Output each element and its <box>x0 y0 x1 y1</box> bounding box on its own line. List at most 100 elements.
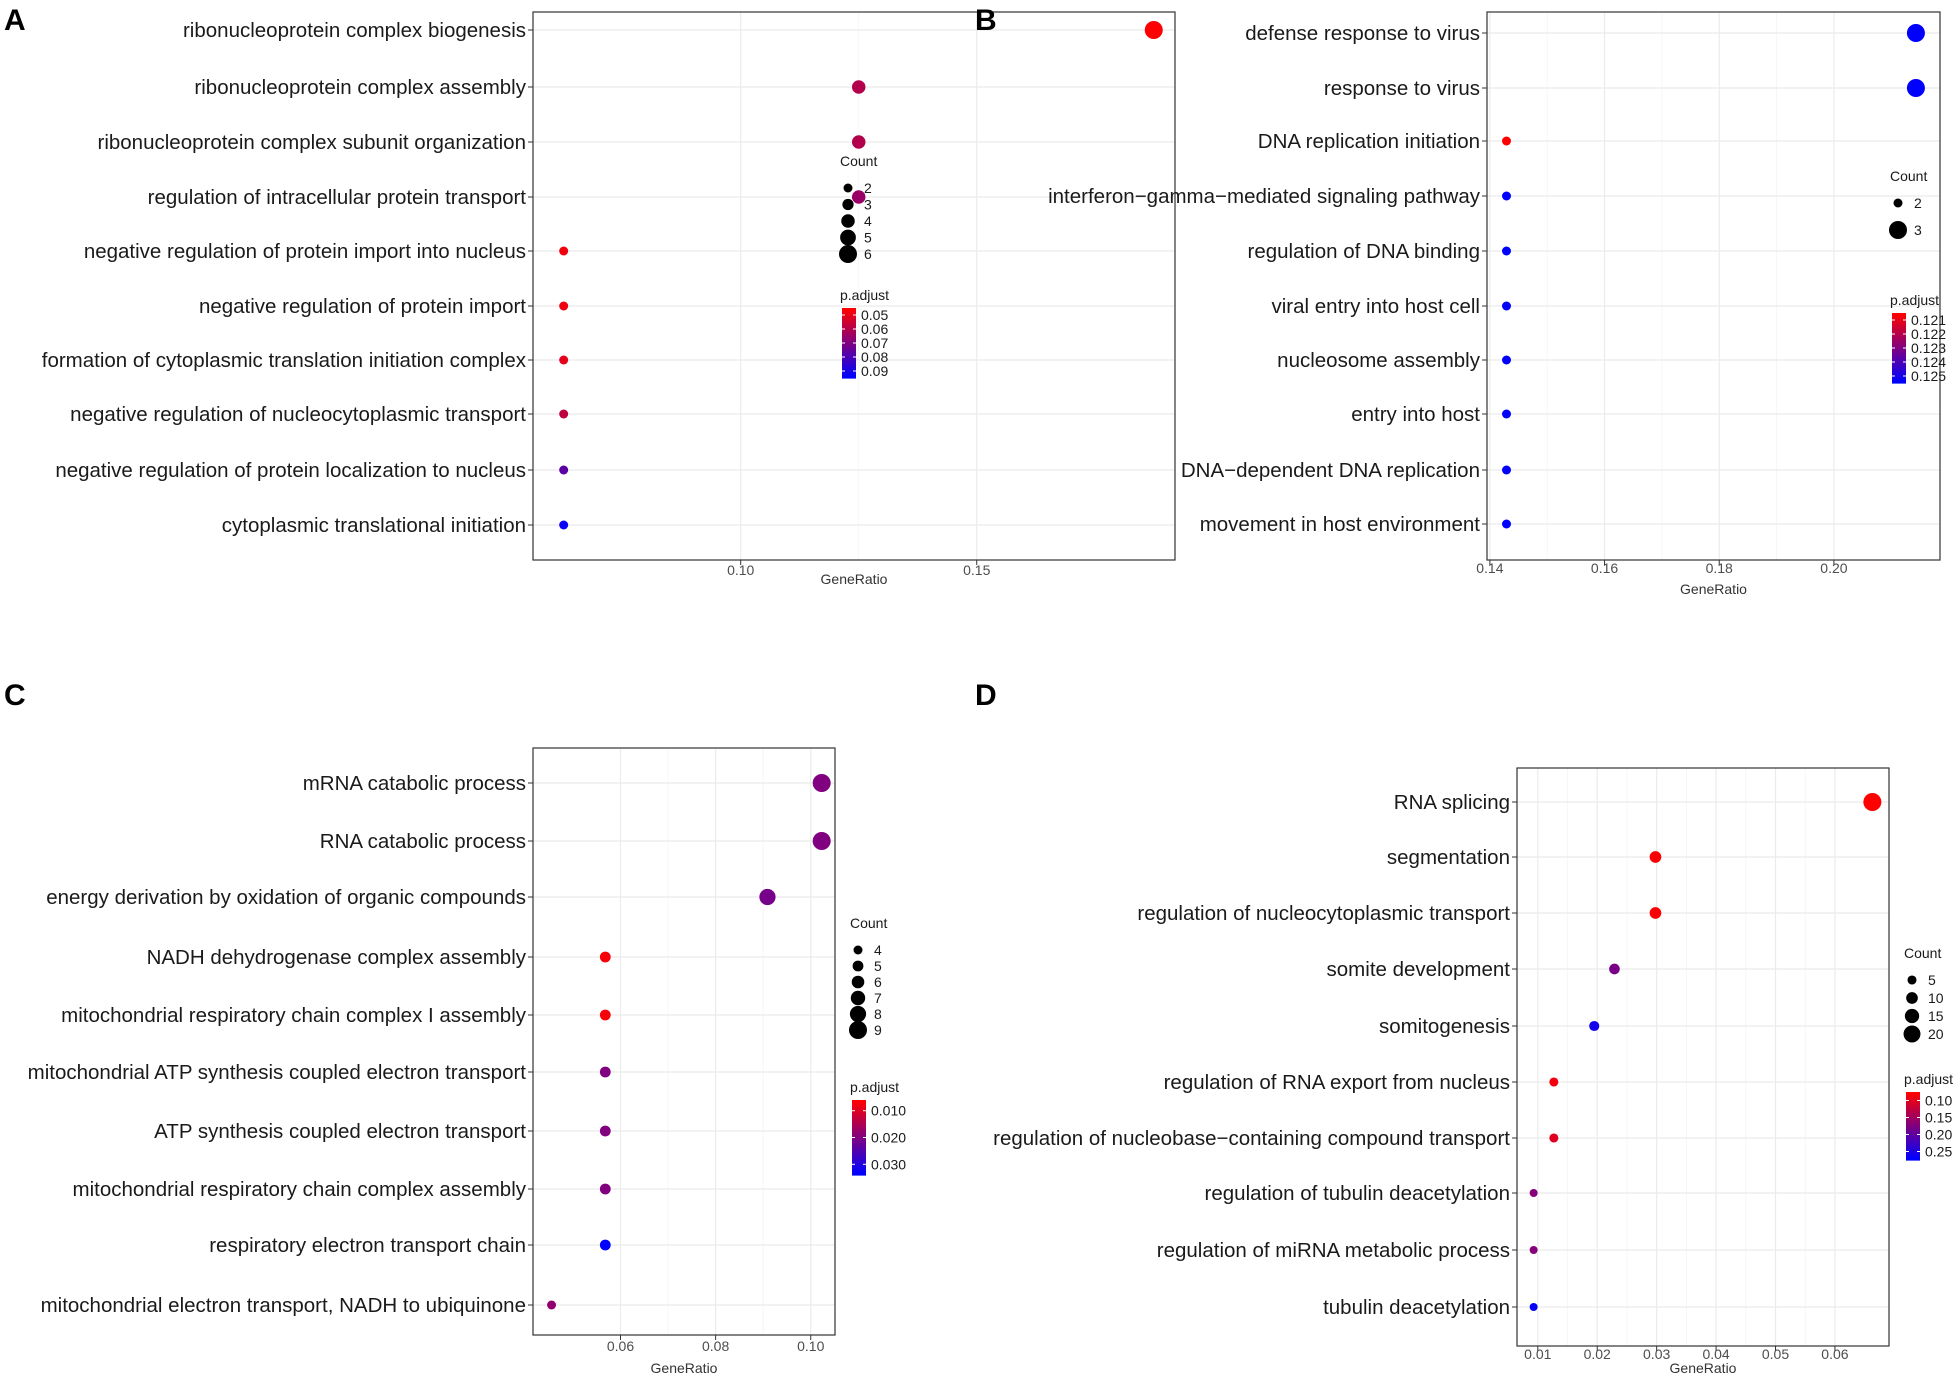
size-legend-label: 10 <box>1928 990 1944 1006</box>
data-point <box>1529 1246 1538 1254</box>
data-point <box>559 246 569 256</box>
panel-letter: B <box>975 4 997 37</box>
color-legend-band <box>852 1127 866 1131</box>
color-legend-band <box>842 317 856 321</box>
color-legend-band <box>1892 313 1906 316</box>
color-legend-band <box>852 1137 866 1141</box>
color-legend-band <box>1906 1112 1920 1116</box>
color-legend-band <box>852 1145 866 1149</box>
color-legend-band <box>1892 359 1906 363</box>
color-legend-band <box>852 1135 866 1139</box>
color-legend-label: 0.15 <box>1925 1110 1952 1126</box>
color-legend-band <box>852 1120 866 1124</box>
term-label: formation of cytoplasmic translation ini… <box>42 349 527 372</box>
size-legend-label: 15 <box>1928 1008 1944 1024</box>
size-legend-title: Count <box>1890 168 1927 184</box>
color-legend-band <box>852 1147 866 1151</box>
color-legend-band <box>1906 1153 1920 1157</box>
color-legend-label: 0.124 <box>1911 354 1946 370</box>
term-label: NADH dehydrogenase complex assembly <box>147 946 527 969</box>
color-legend-band <box>1906 1101 1920 1104</box>
color-legend-band <box>1906 1141 1920 1145</box>
color-legend-band <box>842 340 856 344</box>
color-legend-band <box>1906 1155 1920 1159</box>
color-legend-band <box>852 1142 866 1146</box>
plot-border <box>532 747 836 1336</box>
term-label: regulation of RNA export from nucleus <box>1164 1071 1510 1094</box>
term-label: RNA splicing <box>1394 791 1510 814</box>
term-label: ribonucleoprotein complex biogenesis <box>183 19 526 42</box>
x-axis-title: GeneRatio <box>821 571 888 587</box>
color-legend-band <box>842 347 856 351</box>
color-legend-band <box>842 326 856 330</box>
x-tick-label: 0.04 <box>1702 1346 1729 1362</box>
size-legend-label: 3 <box>1914 222 1922 238</box>
color-legend-band <box>842 354 856 358</box>
data-point <box>1501 355 1511 365</box>
term-label: DNA−dependent DNA replication <box>1181 459 1480 482</box>
data-point <box>1549 1133 1559 1143</box>
data-point <box>1863 793 1882 811</box>
data-point <box>1649 907 1662 919</box>
plot-border <box>1516 767 1890 1347</box>
color-legend-band <box>852 1130 866 1134</box>
data-point <box>559 355 569 365</box>
data-point <box>599 1009 611 1021</box>
color-legend-band <box>842 361 856 365</box>
color-legend-band <box>1892 341 1906 344</box>
color-legend-band <box>1892 352 1906 356</box>
x-tick-label: 0.16 <box>1591 560 1618 576</box>
x-axis-title: GeneRatio <box>1670 1360 1737 1376</box>
color-legend-band <box>1892 371 1906 375</box>
color-legend-band <box>1892 348 1906 351</box>
size-legend-dot <box>853 945 863 955</box>
panel-d: D RNA splicing segmentation regulation of n… <box>975 679 1953 1376</box>
color-legend-band <box>1892 331 1906 335</box>
data-point <box>1501 519 1511 529</box>
color-legend-label: 0.010 <box>871 1103 906 1119</box>
color-legend-band <box>842 333 856 337</box>
color-legend-band <box>1906 1123 1920 1127</box>
term-label: interferon−gamma−mediated signaling path… <box>1048 185 1481 208</box>
color-legend-title: p.adjust <box>850 1079 899 1095</box>
color-legend-band <box>1892 317 1906 321</box>
size-legend-label: 20 <box>1928 1026 1944 1042</box>
term-label: cytoplasmic translational initiation <box>222 514 526 537</box>
color-legend-band <box>1906 1139 1920 1143</box>
color-legend-band <box>1892 327 1906 330</box>
color-legend-band <box>1906 1096 1920 1100</box>
size-legend-label: 8 <box>874 1006 882 1022</box>
term-label: regulation of miRNA metabolic process <box>1157 1239 1510 1262</box>
color-legend-band <box>1906 1128 1920 1132</box>
size-legend-label: 2 <box>1914 195 1922 211</box>
color-legend-band <box>852 1165 866 1169</box>
x-tick-label: 0.14 <box>1476 560 1503 576</box>
color-legend-band <box>842 319 856 323</box>
color-legend-label: 0.020 <box>871 1130 906 1146</box>
color-legend-band <box>842 322 856 325</box>
size-legend-label: 6 <box>874 974 882 990</box>
color-legend-label: 0.030 <box>871 1156 906 1172</box>
data-point <box>1589 1020 1600 1032</box>
color-legend-band <box>1906 1144 1920 1147</box>
panel-letter: A <box>4 4 26 37</box>
color-legend-band <box>1892 324 1906 328</box>
color-legend-band <box>1906 1105 1920 1109</box>
color-legend-band <box>842 329 856 332</box>
color-legend-label: 0.10 <box>1925 1093 1952 1109</box>
size-legend-label: 4 <box>874 942 882 958</box>
term-label: viral entry into host cell <box>1271 295 1480 318</box>
color-legend-title: p.adjust <box>840 287 889 303</box>
color-legend-title: p.adjust <box>1890 292 1939 308</box>
color-legend-label: 0.05 <box>861 307 888 323</box>
size-legend-dot <box>1906 992 1918 1004</box>
color-legend-band <box>852 1160 866 1164</box>
size-legend-dot <box>1907 975 1917 985</box>
color-legend-band <box>1892 362 1906 365</box>
x-tick-label: 0.18 <box>1706 560 1733 576</box>
size-legend-dot <box>852 960 864 972</box>
color-legend-band <box>842 336 856 339</box>
color-legend-band <box>842 368 856 372</box>
data-point <box>1501 246 1511 256</box>
color-legend-band <box>1892 369 1906 372</box>
